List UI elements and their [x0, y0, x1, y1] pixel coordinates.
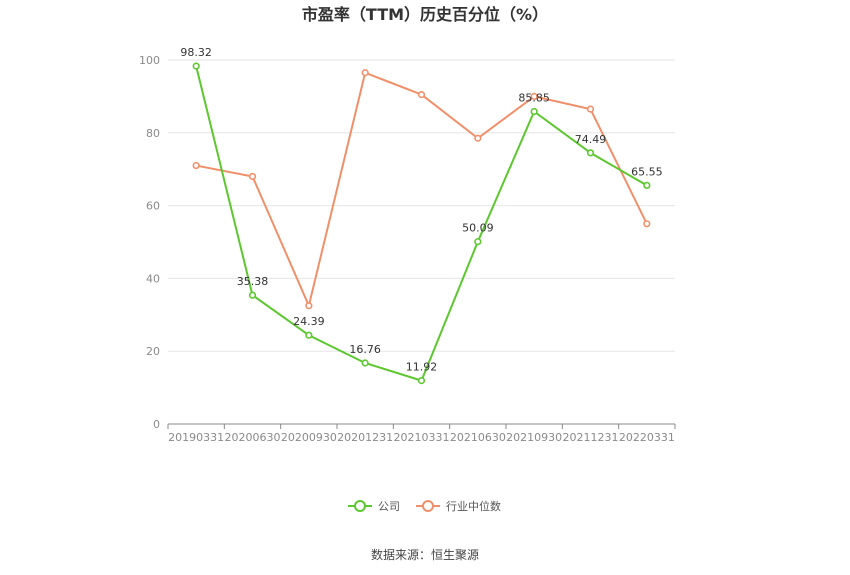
- source-note: 数据来源：恒生聚源: [371, 547, 479, 562]
- data-point: [361, 69, 369, 77]
- x-tick-label: 20211231: [563, 431, 619, 444]
- data-label: 50.09: [462, 222, 494, 235]
- data-point: [192, 161, 200, 170]
- x-tick-label: 20190331: [168, 431, 224, 444]
- data-label: 35.38: [237, 275, 269, 288]
- data-point: [643, 220, 651, 228]
- chart-title: 市盈率（TTM）历史百分位（%）: [302, 5, 548, 24]
- data-point: [586, 105, 595, 113]
- x-tick-label: 20200930: [281, 431, 337, 444]
- x-tick-label: 20210930: [506, 431, 562, 444]
- x-tick-label: 20201231: [337, 431, 393, 444]
- y-tick-label: 60: [146, 200, 160, 213]
- data-point: [530, 107, 538, 116]
- y-tick-label: 100: [139, 54, 160, 67]
- data-label: 85.85: [518, 92, 550, 105]
- data-label: 98.32: [180, 46, 212, 59]
- legend-label: 公司: [378, 500, 400, 513]
- series-line: [195, 71, 648, 307]
- data-point: [361, 359, 369, 367]
- legend: 公司 行业中位数: [348, 499, 501, 513]
- data-point: [417, 90, 426, 99]
- y-axis: 0 20 40 60 80 100: [139, 54, 160, 431]
- data-point: [530, 92, 538, 100]
- data-point: [643, 181, 651, 189]
- data-point: [305, 302, 313, 310]
- x-axis: 20190331 20200630 20200930 20201231 20210331…: [167, 423, 676, 444]
- series-company: 98.32 35.38 24.39 16.76 11.92 50.09 85.85 74.49…: [180, 46, 663, 385]
- y-tick-label: 20: [146, 345, 160, 358]
- data-label: 74.49: [575, 133, 607, 146]
- x-tick-label: 20210630: [450, 431, 506, 444]
- y-tick-label: 0: [153, 418, 160, 431]
- data-point: [474, 238, 482, 246]
- data-point: [417, 377, 426, 385]
- series-line: [195, 65, 648, 382]
- legend-item: 行业中位数: [416, 499, 501, 513]
- y-tick-label: 40: [146, 272, 160, 285]
- grid-lines: [168, 59, 675, 352]
- data-label: 16.76: [349, 343, 381, 356]
- legend-label: 行业中位数: [446, 499, 501, 513]
- data-point: [586, 149, 595, 157]
- legend-marker: [354, 500, 366, 512]
- x-tick-label: 20210331: [394, 431, 450, 444]
- data-label: 65.55: [631, 165, 663, 178]
- data-label: 24.39: [293, 315, 325, 328]
- data-label: 11.92: [406, 361, 438, 374]
- series-layer: 98.32 35.38 24.39 16.76 11.92 50.09 85.85 74.49…: [180, 46, 663, 385]
- data-point: [305, 331, 313, 339]
- y-tick-label: 80: [146, 127, 160, 140]
- data-point: [248, 172, 257, 181]
- data-point: [474, 134, 482, 142]
- legend-item: 公司: [348, 500, 400, 513]
- data-point: [248, 291, 257, 299]
- data-point: [192, 62, 200, 70]
- x-tick-label: 20200630: [225, 431, 281, 444]
- x-tick-label: 20220331: [619, 431, 675, 444]
- series-industry-median: [192, 69, 651, 310]
- legend-marker: [422, 500, 434, 512]
